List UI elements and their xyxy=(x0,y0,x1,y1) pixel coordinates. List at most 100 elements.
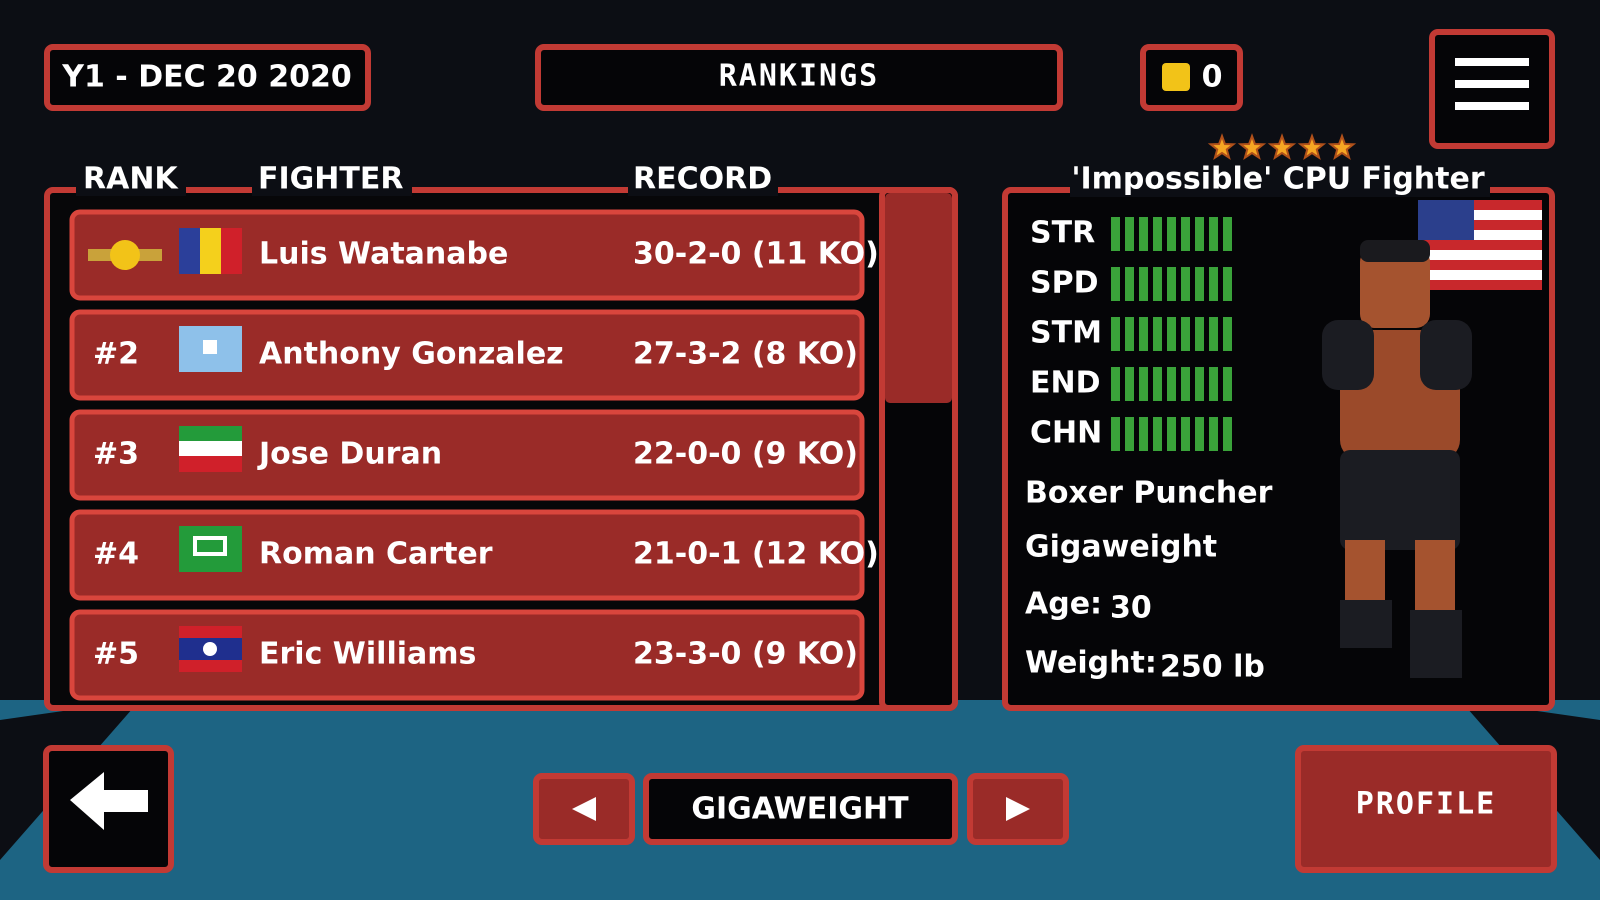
stat-segment xyxy=(1111,417,1120,451)
coin-count: 0 xyxy=(1202,60,1223,95)
header-bg xyxy=(252,166,412,196)
stat-segment xyxy=(1139,367,1148,401)
flag xyxy=(200,228,221,274)
stat-segment xyxy=(1195,217,1204,251)
stat-bar xyxy=(1111,367,1232,401)
menu-icon xyxy=(1455,58,1529,66)
stat-label: STM xyxy=(1030,316,1102,351)
stat-segment xyxy=(1167,267,1176,301)
ranking-row[interactable]: #3 Jose Duran 22-0-0 (9 KO) xyxy=(69,409,865,501)
ranking-row[interactable]: #5 Eric Williams 23-3-0 (9 KO) xyxy=(69,609,865,701)
stat-segment xyxy=(1153,417,1162,451)
ranking-row[interactable]: #4 Roman Carter 21-0-1 (12 KO) xyxy=(69,509,879,601)
stat-segment xyxy=(1181,417,1190,451)
flag xyxy=(203,340,217,354)
screen-title: RANKINGS xyxy=(719,59,880,94)
fighter-record: 23-3-0 (9 KO) xyxy=(633,637,858,672)
row-bg[interactable] xyxy=(69,409,865,501)
star xyxy=(1297,133,1327,161)
stat-segment xyxy=(1195,317,1204,351)
coin-box xyxy=(1140,44,1243,111)
star-rating xyxy=(1207,133,1357,161)
fighter-record: 22-0-0 (9 KO) xyxy=(633,437,858,472)
stat-segment xyxy=(1167,417,1176,451)
next-arrow xyxy=(1006,797,1030,821)
ranking-row[interactable]: Luis Watanabe 30-2-0 (11 KO) xyxy=(69,209,879,301)
stat-segment xyxy=(1111,267,1120,301)
stat-segment xyxy=(1181,217,1190,251)
row-bg[interactable] xyxy=(69,209,865,301)
stat-segment xyxy=(1167,367,1176,401)
profile-button[interactable] xyxy=(1295,745,1557,873)
stat-segment xyxy=(1209,367,1218,401)
stat-segment xyxy=(1181,267,1190,301)
stat-segment xyxy=(1209,217,1218,251)
stat-segment xyxy=(1209,417,1218,451)
back-arrow xyxy=(70,772,148,830)
coin-icon xyxy=(1162,63,1190,91)
flag xyxy=(203,642,217,656)
stat-label: SPD xyxy=(1030,266,1099,301)
champion-belt xyxy=(110,240,140,270)
stat-segment xyxy=(1223,267,1232,301)
stat-segment xyxy=(1139,317,1148,351)
stat-segment xyxy=(1195,417,1204,451)
stat-segment xyxy=(1125,417,1134,451)
ranking-rows: Luis Watanabe 30-2-0 (11 KO) #2 Anthony Gon… xyxy=(69,209,879,701)
fighter-record: 30-2-0 (11 KO) xyxy=(633,237,879,272)
flag xyxy=(179,441,242,456)
stat-segment xyxy=(1195,367,1204,401)
fighter-flag xyxy=(1418,200,1542,290)
date: Y1 - DEC 20 2020 xyxy=(61,60,351,95)
menu-button[interactable] xyxy=(1429,29,1555,149)
profile-label: PROFILE xyxy=(1356,787,1496,822)
star xyxy=(1267,133,1297,161)
stat-segment xyxy=(1209,317,1218,351)
stat-label: STR xyxy=(1030,216,1095,251)
weight: 250 lb xyxy=(1160,650,1265,685)
stat-segment xyxy=(1167,317,1176,351)
stat-segment xyxy=(1111,317,1120,351)
fighter-name: Eric Williams xyxy=(259,637,476,672)
stat-segment xyxy=(1111,217,1120,251)
stat-segment xyxy=(1125,217,1134,251)
flag xyxy=(179,660,242,672)
menu-icon xyxy=(1455,102,1529,110)
row-bg[interactable] xyxy=(69,509,865,601)
stat-bar xyxy=(1111,217,1232,251)
stat-segment xyxy=(1223,317,1232,351)
stat-segment xyxy=(1223,367,1232,401)
stat-segment xyxy=(1125,317,1134,351)
stat-segment xyxy=(1167,217,1176,251)
fighter-record: 27-3-2 (8 KO) xyxy=(633,337,858,372)
weight-class: Gigaweight xyxy=(1025,530,1217,565)
weight-label: Weight: xyxy=(1025,646,1157,681)
stat-segment xyxy=(1125,367,1134,401)
flag xyxy=(193,536,227,556)
flag xyxy=(179,228,200,274)
star xyxy=(1207,133,1237,161)
scroll-thumb[interactable] xyxy=(885,193,952,403)
fighter-name: Jose Duran xyxy=(257,437,442,472)
division-box xyxy=(643,773,958,845)
fighter-name: Anthony Gonzalez xyxy=(259,337,564,372)
row-bg[interactable] xyxy=(69,609,865,701)
header-bg xyxy=(76,166,186,196)
stat-segment xyxy=(1111,367,1120,401)
stat-label: END xyxy=(1030,366,1101,401)
ranking-row[interactable]: #2 Anthony Gonzalez 27-3-2 (8 KO) xyxy=(69,309,865,401)
flag xyxy=(179,456,242,472)
flag xyxy=(179,426,242,441)
stat-segment xyxy=(1223,217,1232,251)
rank: #5 xyxy=(93,637,139,672)
age-label: Age: xyxy=(1025,587,1102,622)
column-header: RANK xyxy=(83,162,179,197)
stat-bar xyxy=(1111,317,1232,351)
rank: #2 xyxy=(93,337,139,372)
stat-label: CHN xyxy=(1030,416,1102,451)
stat-segment xyxy=(1139,217,1148,251)
flag xyxy=(179,626,242,638)
row-bg[interactable] xyxy=(69,309,865,401)
stat-segment xyxy=(1139,267,1148,301)
flag xyxy=(179,526,242,572)
